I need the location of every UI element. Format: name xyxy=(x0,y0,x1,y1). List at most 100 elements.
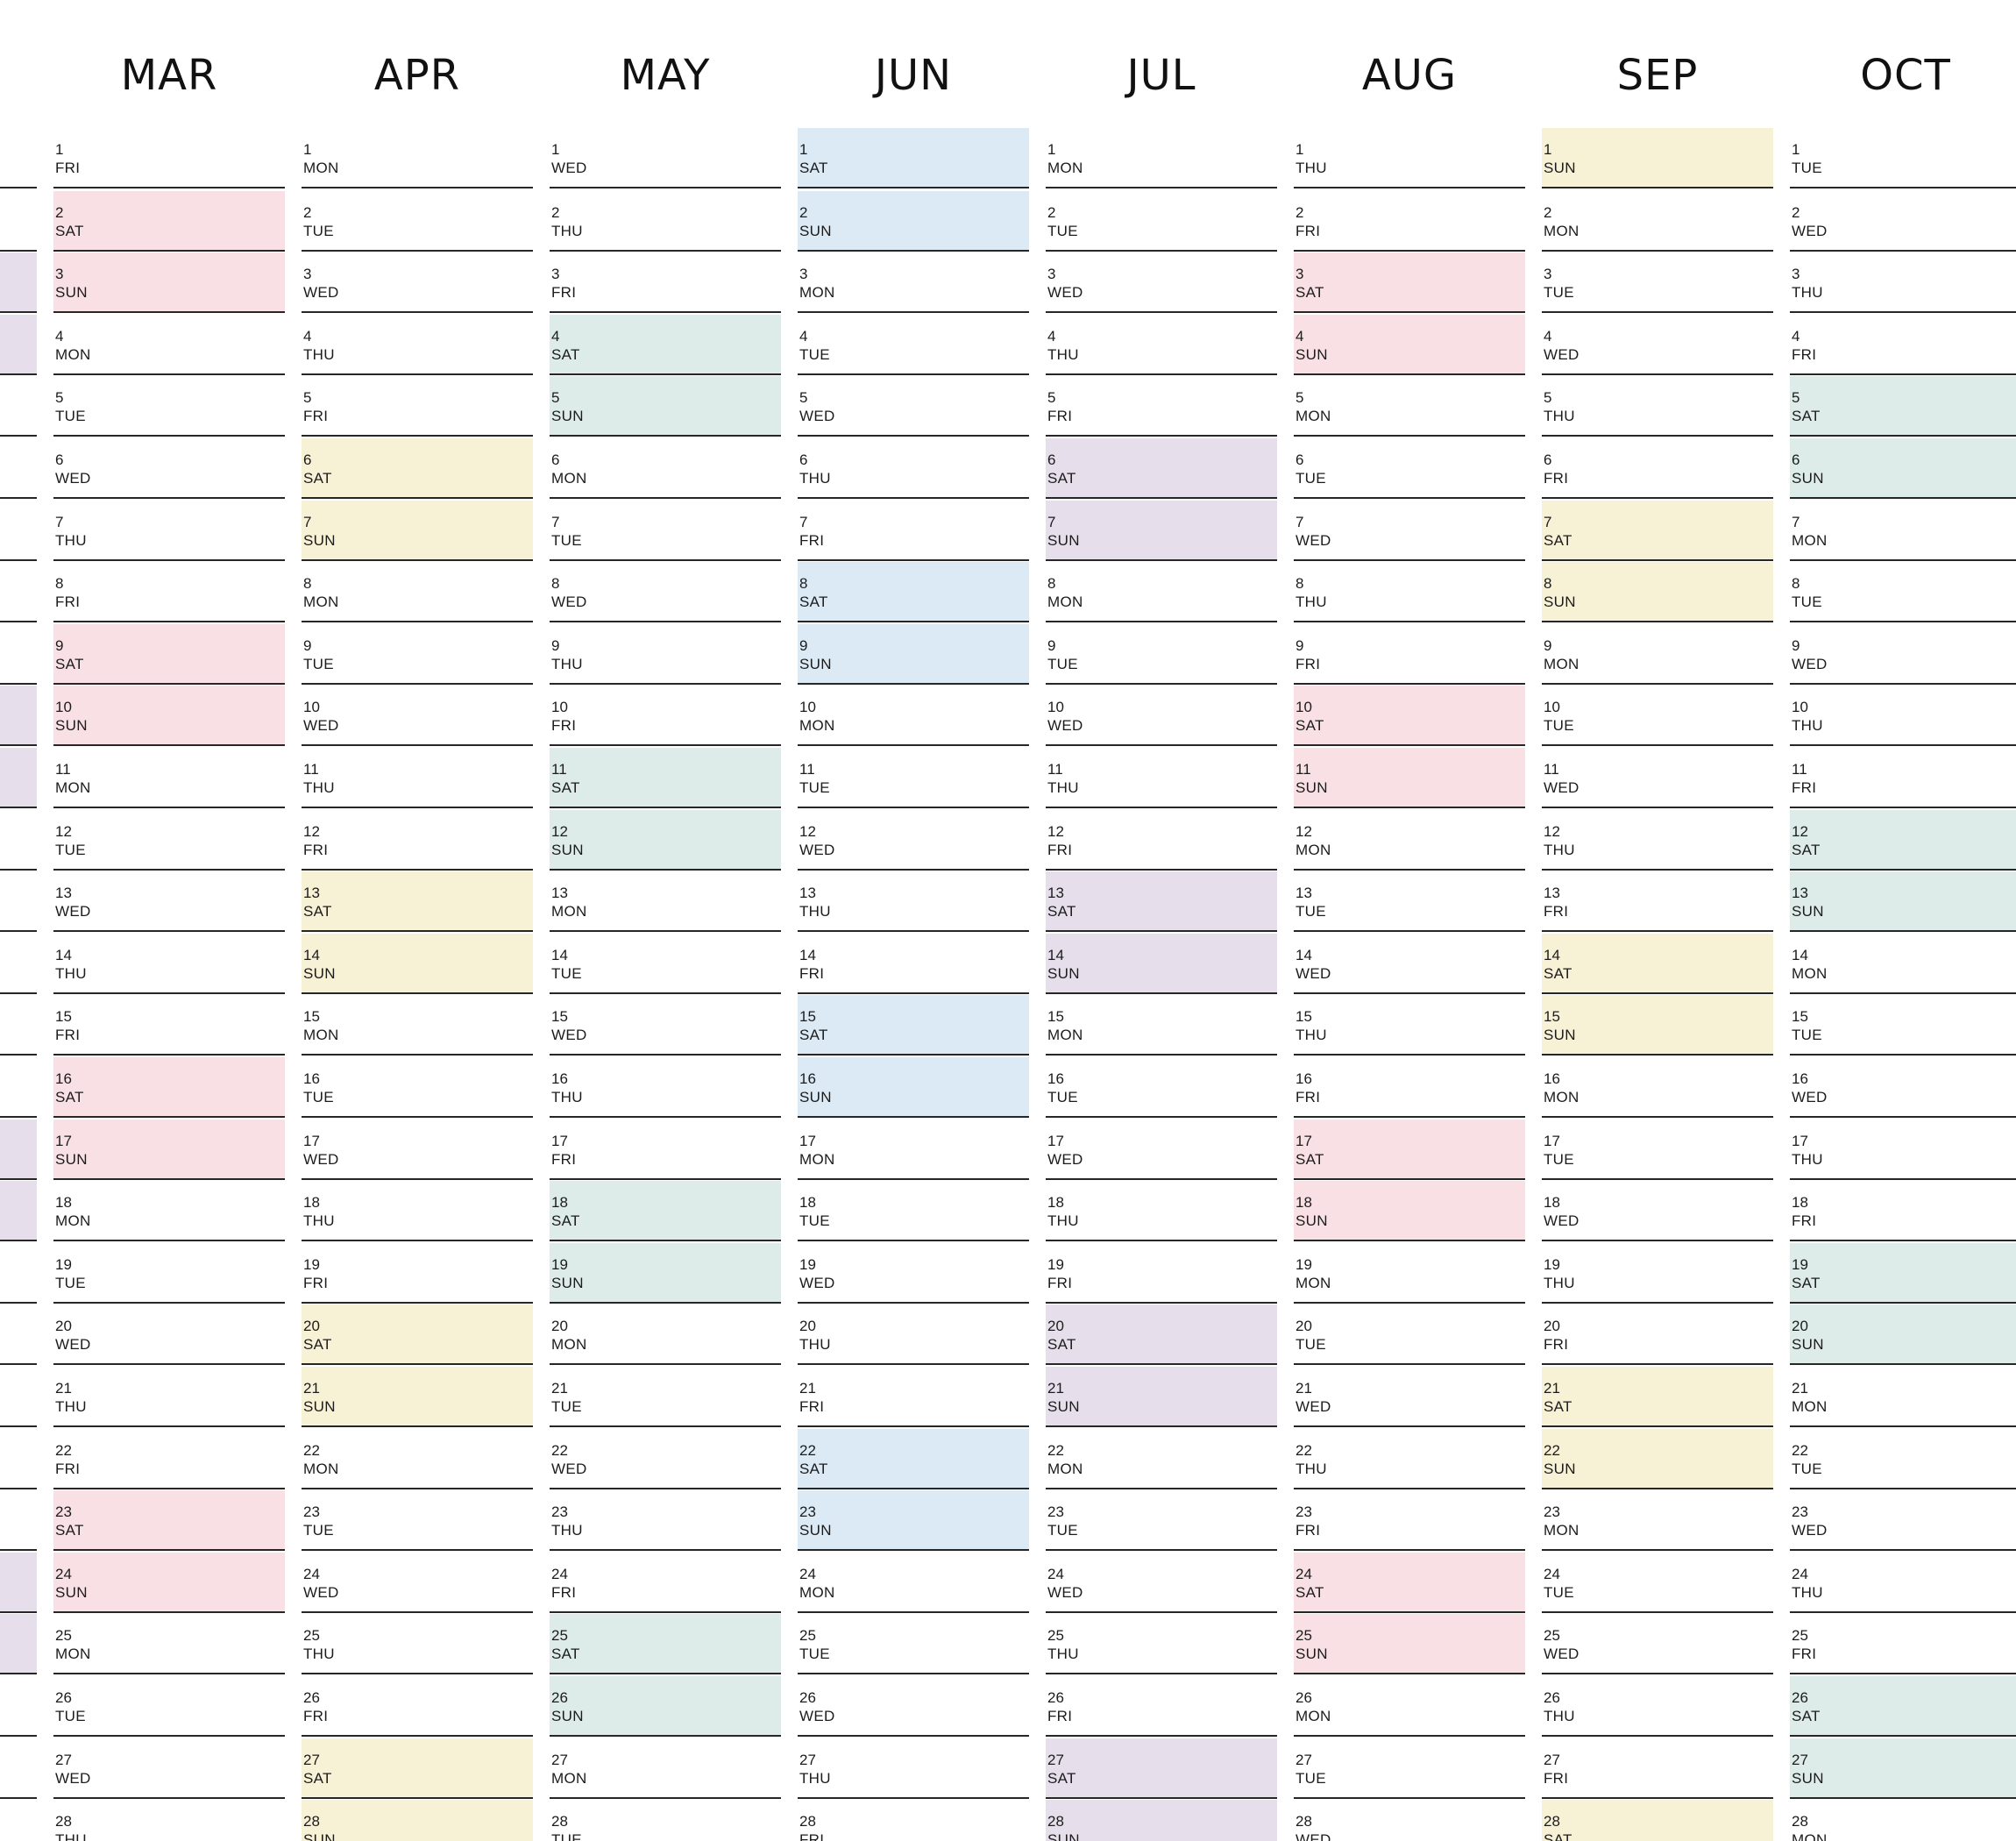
day-cell[interactable]: 5 THU xyxy=(1542,376,1773,437)
day-cell[interactable]: 7 SUN xyxy=(1046,500,1277,561)
day-cell[interactable]: 20 FRI xyxy=(1542,1304,1773,1366)
day-cell[interactable]: 20 SUN xyxy=(1790,1304,2016,1366)
day-cell[interactable]: 5 FRI xyxy=(302,376,533,437)
day-cell[interactable] xyxy=(0,438,37,499)
day-cell[interactable]: 2 MON xyxy=(1542,191,1773,252)
day-cell[interactable]: 11 SAT xyxy=(550,748,781,808)
day-cell[interactable]: 24 WED xyxy=(302,1553,533,1613)
day-cell[interactable]: 1 MON xyxy=(1046,128,1277,188)
day-cell[interactable] xyxy=(0,995,37,1056)
day-cell[interactable]: 24 SUN xyxy=(53,1552,285,1613)
day-cell[interactable]: 26 TUE xyxy=(53,1676,285,1737)
day-cell[interactable]: 27 SAT xyxy=(1046,1738,1277,1799)
day-cell[interactable]: 2 THU xyxy=(550,191,781,252)
day-cell[interactable]: 18 SAT xyxy=(550,1181,781,1242)
day-cell[interactable]: 7 MON xyxy=(1790,501,2016,561)
day-cell[interactable]: 6 SAT xyxy=(1046,438,1277,499)
day-cell[interactable]: 17 FRI xyxy=(550,1120,781,1180)
day-cell[interactable]: 15 MON xyxy=(1046,995,1277,1056)
day-cell[interactable]: 27 TUE xyxy=(1294,1738,1525,1799)
day-cell[interactable]: 26 FRI xyxy=(1046,1676,1277,1737)
day-cell[interactable] xyxy=(0,871,37,933)
day-cell[interactable]: 26 SUN xyxy=(550,1676,781,1737)
day-cell[interactable]: 3 SAT xyxy=(1294,252,1525,314)
day-cell[interactable]: 28 WED xyxy=(1294,1800,1525,1841)
day-cell[interactable]: 22 SAT xyxy=(798,1428,1029,1489)
day-cell[interactable]: 10 SAT xyxy=(1294,686,1525,747)
day-cell[interactable]: 4 THU xyxy=(1046,315,1277,375)
day-cell[interactable] xyxy=(0,1429,37,1489)
day-cell[interactable]: 19 SAT xyxy=(1790,1242,2016,1304)
day-cell[interactable]: 27 MON xyxy=(550,1738,781,1799)
day-cell[interactable]: 7 WED xyxy=(1294,501,1525,561)
day-cell[interactable]: 17 MON xyxy=(798,1120,1029,1180)
day-cell[interactable]: 16 SUN xyxy=(798,1057,1029,1118)
day-cell[interactable]: 17 WED xyxy=(302,1120,533,1180)
day-cell[interactable]: 8 MON xyxy=(302,562,533,623)
day-cell[interactable]: 25 THU xyxy=(1046,1614,1277,1675)
day-cell[interactable]: 20 SAT xyxy=(1046,1304,1277,1366)
day-cell[interactable]: 11 SUN xyxy=(1294,748,1525,808)
day-cell[interactable] xyxy=(0,562,37,623)
day-cell[interactable]: 3 TUE xyxy=(1542,252,1773,314)
day-cell[interactable]: 1 SAT xyxy=(798,128,1029,188)
day-cell[interactable]: 9 THU xyxy=(550,624,781,685)
day-cell[interactable]: 20 WED xyxy=(53,1304,285,1366)
day-cell[interactable]: 14 THU xyxy=(53,934,285,994)
day-cell[interactable]: 18 MON xyxy=(53,1181,285,1242)
day-cell[interactable]: 27 FRI xyxy=(1542,1738,1773,1799)
day-cell[interactable]: 7 FRI xyxy=(798,501,1029,561)
day-cell[interactable]: 22 FRI xyxy=(53,1429,285,1489)
day-cell[interactable]: 19 THU xyxy=(1542,1243,1773,1304)
day-cell[interactable] xyxy=(0,501,37,561)
day-cell[interactable]: 8 FRI xyxy=(53,562,285,623)
day-cell[interactable]: 4 FRI xyxy=(1790,315,2016,375)
day-cell[interactable]: 2 TUE xyxy=(1046,191,1277,252)
day-cell[interactable]: 27 SUN xyxy=(1790,1738,2016,1799)
day-cell[interactable]: 1 FRI xyxy=(53,128,285,188)
day-cell[interactable]: 5 MON xyxy=(1294,376,1525,437)
day-cell[interactable]: 22 WED xyxy=(550,1429,781,1489)
day-cell[interactable] xyxy=(0,1800,37,1841)
day-cell[interactable]: 8 THU xyxy=(1294,562,1525,623)
day-cell[interactable] xyxy=(0,1614,37,1675)
day-cell[interactable]: 10 THU xyxy=(1790,686,2016,747)
day-cell[interactable]: 11 MON xyxy=(53,748,285,808)
day-cell[interactable]: 13 MON xyxy=(550,871,781,933)
day-cell[interactable] xyxy=(0,1243,37,1304)
day-cell[interactable]: 25 MON xyxy=(53,1614,285,1675)
day-cell[interactable]: 12 SUN xyxy=(550,809,781,871)
day-cell[interactable]: 23 TUE xyxy=(1046,1490,1277,1552)
day-cell[interactable]: 25 SUN xyxy=(1294,1614,1525,1675)
day-cell[interactable]: 22 MON xyxy=(302,1429,533,1489)
day-cell[interactable] xyxy=(0,1552,37,1613)
day-cell[interactable]: 14 TUE xyxy=(550,934,781,994)
day-cell[interactable]: 3 FRI xyxy=(550,252,781,314)
day-cell[interactable]: 25 SAT xyxy=(550,1614,781,1675)
day-cell[interactable]: 2 SUN xyxy=(798,190,1029,252)
day-cell[interactable] xyxy=(0,128,37,188)
day-cell[interactable]: 16 WED xyxy=(1790,1057,2016,1118)
day-cell[interactable]: 20 TUE xyxy=(1294,1304,1525,1366)
day-cell[interactable]: 14 MON xyxy=(1790,934,2016,994)
day-cell[interactable]: 24 MON xyxy=(798,1553,1029,1613)
day-cell[interactable]: 18 FRI xyxy=(1790,1181,2016,1242)
day-cell[interactable]: 13 FRI xyxy=(1542,871,1773,933)
day-cell[interactable]: 4 TUE xyxy=(798,315,1029,375)
day-cell[interactable]: 21 WED xyxy=(1294,1367,1525,1427)
day-cell[interactable] xyxy=(0,934,37,994)
day-cell[interactable]: 9 SAT xyxy=(53,623,285,685)
day-cell[interactable]: 26 THU xyxy=(1542,1676,1773,1737)
day-cell[interactable]: 5 TUE xyxy=(53,376,285,437)
day-cell[interactable]: 15 MON xyxy=(302,995,533,1056)
day-cell[interactable]: 21 THU xyxy=(53,1367,285,1427)
day-cell[interactable]: 28 SUN xyxy=(1046,1800,1277,1841)
day-cell[interactable]: 17 WED xyxy=(1046,1120,1277,1180)
day-cell[interactable]: 9 MON xyxy=(1542,624,1773,685)
day-cell[interactable]: 14 SUN xyxy=(302,933,533,994)
day-cell[interactable]: 17 SUN xyxy=(53,1119,285,1180)
day-cell[interactable]: 27 THU xyxy=(798,1738,1029,1799)
day-cell[interactable]: 5 FRI xyxy=(1046,376,1277,437)
day-cell[interactable]: 3 SUN xyxy=(53,252,285,314)
day-cell[interactable]: 24 SAT xyxy=(1294,1552,1525,1613)
